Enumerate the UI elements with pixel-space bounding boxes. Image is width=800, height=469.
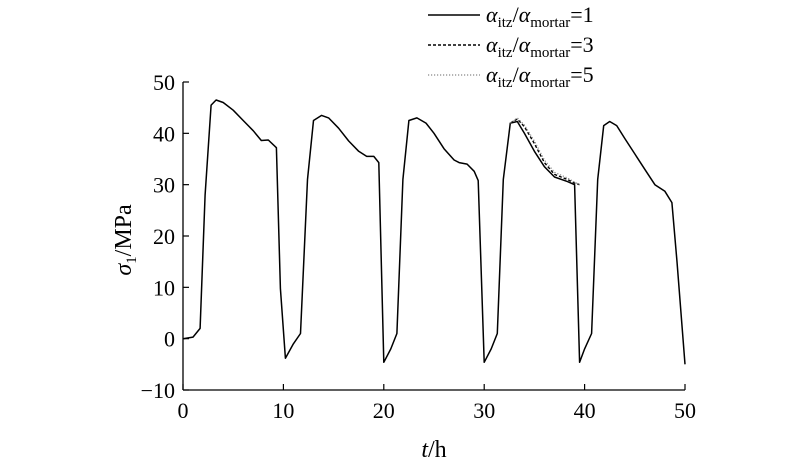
x-tick-label: 20 — [373, 398, 395, 423]
y-tick-label: 20 — [153, 224, 175, 249]
series-line-1 — [182, 99, 686, 365]
x-axis-unit: /h — [428, 437, 447, 463]
legend: αitz/αmortar=1αitz/αmortar=3αitz/αmortar… — [428, 2, 594, 91]
y-axis-ticks: −10 0 10 20 30 40 50 — [141, 70, 189, 403]
y-axis-title: σ1/MPa — [111, 204, 140, 276]
x-axis-symbol: t — [421, 437, 429, 463]
x-tick-label: 10 — [272, 398, 294, 423]
x-tick-label: 50 — [674, 398, 696, 423]
series-line-2 — [509, 118, 580, 186]
y-tick-label: 30 — [153, 173, 175, 198]
x-axis-ticks: 0 10 20 30 40 50 — [178, 384, 696, 423]
y-tick-label: 40 — [153, 121, 175, 146]
x-tick-label: 30 — [473, 398, 495, 423]
legend-label-1: αitz/αmortar=1 — [486, 2, 594, 31]
plot-frame — [182, 82, 685, 391]
y-tick-label: 0 — [164, 327, 175, 352]
y-tick-label: 10 — [153, 275, 175, 300]
series-layer — [182, 99, 686, 365]
legend-label-3: αitz/αmortar=5 — [486, 62, 594, 91]
legend-label-2: αitz/αmortar=3 — [486, 32, 594, 61]
y-tick-label: 50 — [153, 70, 175, 95]
x-tick-label: 40 — [574, 398, 596, 423]
y-tick-label: −10 — [141, 378, 175, 403]
y-axis-unit: /MPa — [111, 204, 137, 256]
y-axis-symbol: σ — [111, 263, 137, 276]
x-tick-label: 0 — [178, 398, 189, 423]
series-line-3 — [509, 117, 580, 186]
y-axis-subscript: 1 — [124, 256, 140, 264]
x-axis-title: t/h — [421, 437, 446, 463]
